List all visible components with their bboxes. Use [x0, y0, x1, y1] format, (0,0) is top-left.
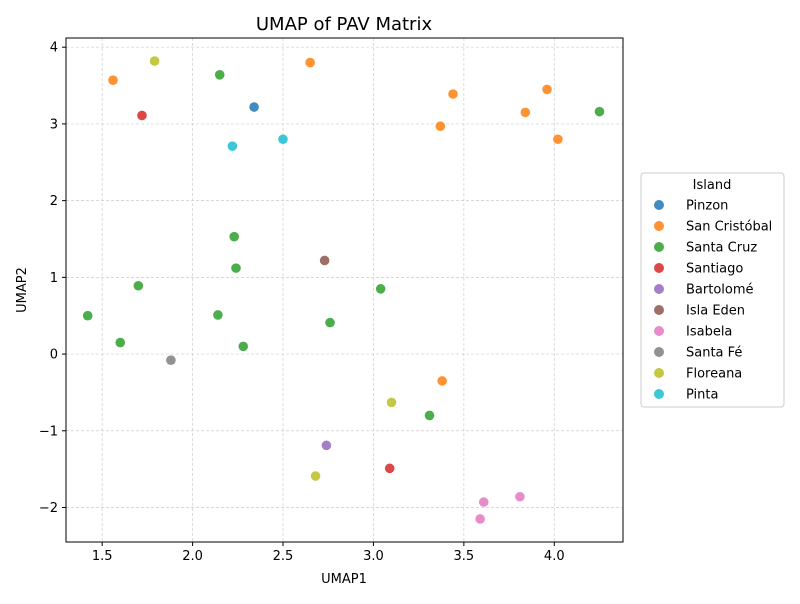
data-point: [249, 102, 259, 112]
legend-marker: [654, 305, 664, 315]
data-point: [475, 514, 485, 524]
legend-label: Floreana: [686, 367, 742, 382]
data-point: [437, 376, 447, 386]
y-tick-label: 3: [50, 117, 58, 132]
x-tick-label: 2.0: [182, 549, 203, 564]
y-tick-label: 1: [50, 271, 58, 286]
x-tick-label: 2.5: [273, 549, 294, 564]
data-point: [238, 341, 249, 352]
y-tick-label: 0: [50, 348, 58, 363]
y-tick-label: 2: [50, 194, 58, 209]
legend-marker: [654, 242, 664, 252]
x-tick-label: 4.0: [544, 549, 565, 564]
data-point: [478, 497, 489, 507]
legend-marker: [654, 221, 664, 231]
legend-label: San Cristóbal: [686, 220, 772, 235]
data-point: [82, 310, 93, 321]
x-tick-label: 1.5: [92, 549, 113, 564]
data-point: [213, 310, 223, 320]
legend-label: Santiago: [686, 262, 743, 277]
legend: Island Pinzon San Cristóbal Santa Cruz Sant…: [640, 172, 785, 408]
data-point: [133, 280, 144, 291]
data-point: [448, 89, 458, 99]
legend-label: Santa Cruz: [686, 241, 757, 256]
points-layer: [82, 56, 605, 524]
legend-title: Island: [693, 178, 732, 193]
plot-frame: [65, 37, 624, 543]
data-point: [149, 56, 160, 66]
legend-marker: [654, 368, 664, 378]
legend-label: Bartolomé: [686, 283, 754, 298]
data-point: [229, 231, 239, 242]
data-point: [310, 471, 321, 481]
data-point: [319, 255, 330, 266]
data-point: [424, 410, 435, 421]
data-point: [278, 134, 288, 145]
data-point: [435, 121, 446, 132]
data-point: [137, 110, 147, 121]
data-point: [542, 84, 552, 95]
data-point: [166, 355, 176, 365]
data-point: [384, 463, 395, 474]
data-point: [515, 491, 525, 502]
legend-label: Isla Eden: [686, 304, 745, 319]
x-tick-label: 3.5: [454, 549, 475, 564]
data-point: [386, 397, 397, 408]
legend-label: Pinzon: [686, 199, 728, 214]
data-point: [553, 134, 563, 145]
legend-marker: [654, 284, 664, 294]
legend-label: Santa Fé: [686, 346, 742, 361]
x-tick-label: 3.0: [363, 549, 384, 564]
y-tick-label: −2: [39, 501, 58, 516]
legend-label: Pinta: [686, 388, 718, 403]
data-point: [231, 263, 241, 273]
legend-marker: [654, 326, 664, 336]
x-axis-label: UMAP1: [321, 572, 367, 587]
y-axis-label: UMAP2: [15, 267, 30, 313]
legend-marker: [654, 347, 664, 357]
legend-box: [640, 172, 785, 408]
data-point: [321, 440, 332, 451]
y-tick-label: 4: [50, 41, 58, 56]
legend-label: Isabela: [686, 325, 732, 340]
chart-title: UMAP of PAV Matrix: [256, 14, 433, 35]
legend-marker: [654, 263, 664, 273]
y-tick-label: −1: [39, 424, 58, 439]
data-point: [214, 70, 225, 80]
grid-layer: [66, 38, 623, 542]
legend-marker: [654, 389, 664, 399]
data-point: [325, 317, 335, 328]
data-point: [520, 107, 531, 118]
data-point: [227, 141, 238, 151]
data-point: [594, 106, 605, 117]
legend-entries: Pinzon San Cristóbal Santa Cruz Santiago Bar…: [654, 199, 772, 403]
data-point: [115, 337, 126, 348]
ticks-layer: 1.5 2.0 2.5 3.0 3.5 4.0 −2 −1 0 1 2 3 4: [39, 41, 565, 564]
data-point: [108, 75, 118, 85]
data-point: [305, 57, 315, 68]
data-point: [375, 284, 386, 294]
legend-marker: [654, 200, 664, 210]
